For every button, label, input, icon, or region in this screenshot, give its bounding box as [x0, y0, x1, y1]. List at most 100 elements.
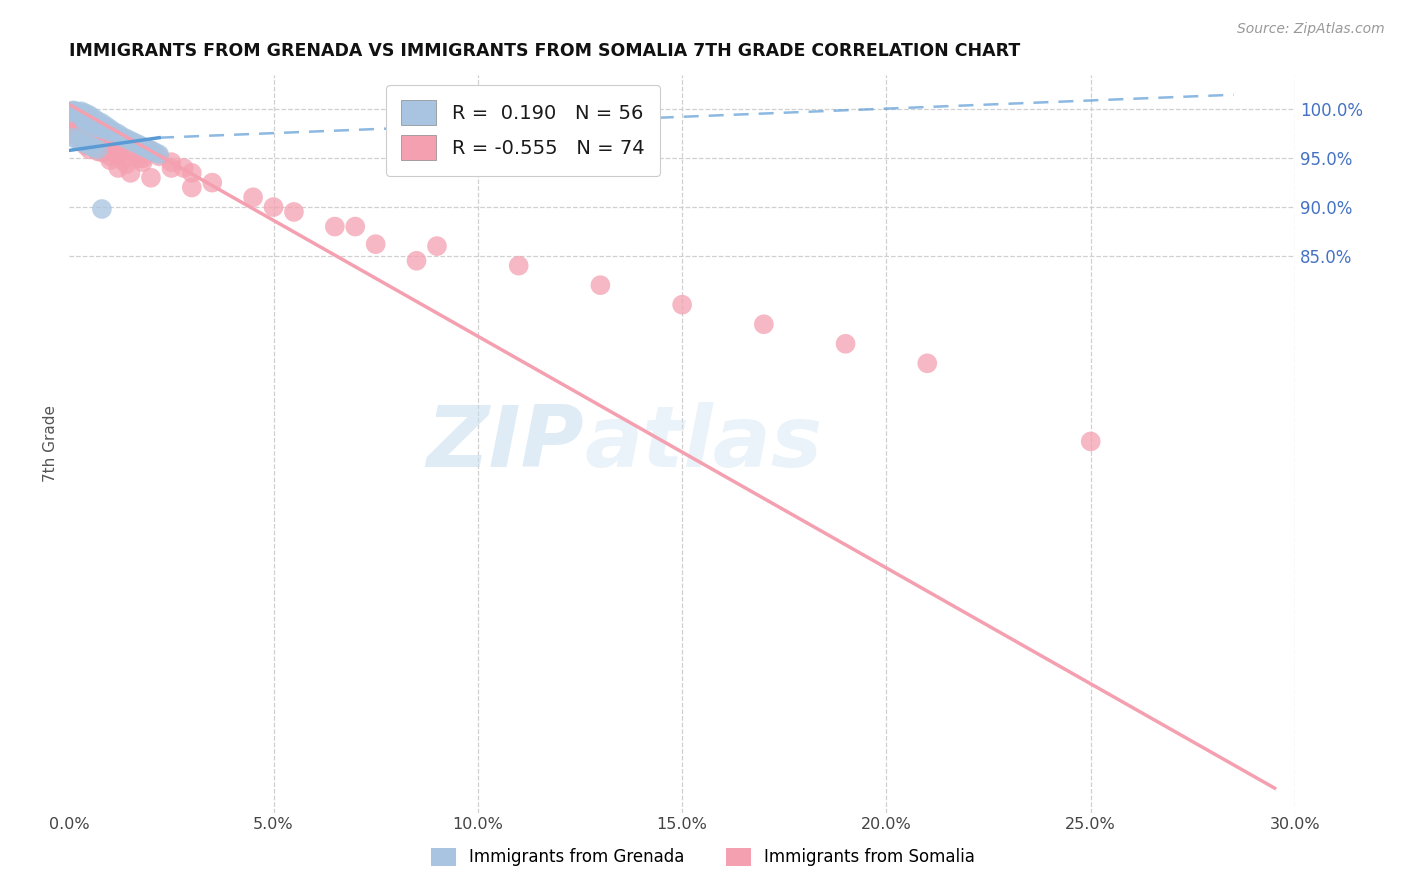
Point: [120, 134, 142, 148]
Point: [87, 143, 110, 157]
Point: [323, 219, 346, 234]
Point: [62, 104, 84, 119]
Point: [107, 127, 129, 141]
Point: [70, 127, 93, 141]
Point: [87, 117, 110, 131]
Point: [87, 129, 110, 144]
Point: [87, 120, 110, 134]
Point: [135, 141, 157, 155]
Point: [70, 104, 93, 119]
Point: [111, 129, 134, 144]
Legend: Immigrants from Grenada, Immigrants from Somalia: Immigrants from Grenada, Immigrants from…: [422, 839, 984, 875]
Point: [75, 125, 97, 139]
Point: [79, 127, 101, 141]
Point: [671, 298, 693, 312]
Point: [90, 202, 112, 216]
Point: [65, 104, 87, 119]
Point: [75, 138, 97, 153]
Point: [107, 141, 129, 155]
Point: [83, 126, 105, 140]
Point: [83, 140, 105, 154]
Point: [62, 110, 84, 124]
Point: [79, 113, 101, 128]
Point: [66, 129, 89, 144]
Point: [79, 116, 101, 130]
Point: [75, 114, 97, 128]
Point: [242, 190, 264, 204]
Point: [128, 137, 150, 152]
Point: [60, 106, 83, 120]
Point: [1080, 434, 1102, 449]
Point: [120, 141, 142, 155]
Point: [148, 149, 170, 163]
Point: [111, 153, 134, 168]
Point: [62, 103, 84, 118]
Point: [75, 118, 97, 132]
Point: [124, 136, 146, 150]
Point: [90, 122, 112, 136]
Point: [66, 124, 89, 138]
Point: [62, 130, 84, 145]
Point: [83, 120, 105, 134]
Point: [508, 259, 530, 273]
Point: [103, 125, 125, 139]
Point: [90, 145, 112, 160]
Point: [75, 131, 97, 145]
Point: [79, 122, 101, 136]
Point: [75, 111, 97, 125]
Point: [90, 116, 112, 130]
Point: [107, 149, 129, 163]
Point: [98, 149, 121, 163]
Point: [283, 205, 305, 219]
Point: [79, 136, 101, 150]
Point: [90, 119, 112, 133]
Point: [160, 155, 183, 169]
Point: [79, 138, 101, 153]
Point: [94, 145, 117, 160]
Point: [139, 144, 162, 158]
Point: [120, 166, 142, 180]
Point: [83, 138, 105, 153]
Point: [87, 145, 110, 159]
Text: atlas: atlas: [583, 402, 823, 485]
Point: [173, 161, 195, 175]
Point: [94, 122, 117, 136]
Point: [79, 128, 101, 143]
Point: [66, 118, 89, 132]
Point: [405, 253, 427, 268]
Text: IMMIGRANTS FROM GRENADA VS IMMIGRANTS FROM SOMALIA 7TH GRADE CORRELATION CHART: IMMIGRANTS FROM GRENADA VS IMMIGRANTS FR…: [69, 42, 1021, 60]
Point: [143, 145, 166, 160]
Point: [98, 125, 121, 139]
Point: [103, 145, 125, 160]
Point: [589, 278, 612, 293]
Point: [834, 336, 856, 351]
Point: [148, 147, 170, 161]
Point: [98, 122, 121, 136]
Point: [75, 116, 97, 130]
Point: [107, 161, 129, 175]
Point: [66, 105, 89, 120]
Point: [70, 114, 93, 128]
Point: [75, 136, 97, 151]
Point: [426, 239, 449, 253]
Point: [752, 317, 775, 331]
Point: [132, 155, 155, 169]
Point: [139, 144, 162, 158]
Point: [67, 106, 90, 120]
Point: [124, 146, 146, 161]
Point: [917, 356, 939, 370]
Point: [115, 157, 138, 171]
Point: [83, 117, 105, 131]
Point: [98, 153, 121, 168]
Point: [69, 105, 91, 120]
Point: [201, 176, 224, 190]
Point: [132, 139, 155, 153]
Point: [70, 120, 93, 134]
Point: [90, 134, 112, 148]
Point: [263, 200, 285, 214]
Point: [364, 237, 387, 252]
Point: [72, 108, 94, 122]
Point: [160, 161, 183, 175]
Point: [63, 104, 86, 119]
Point: [83, 140, 105, 154]
